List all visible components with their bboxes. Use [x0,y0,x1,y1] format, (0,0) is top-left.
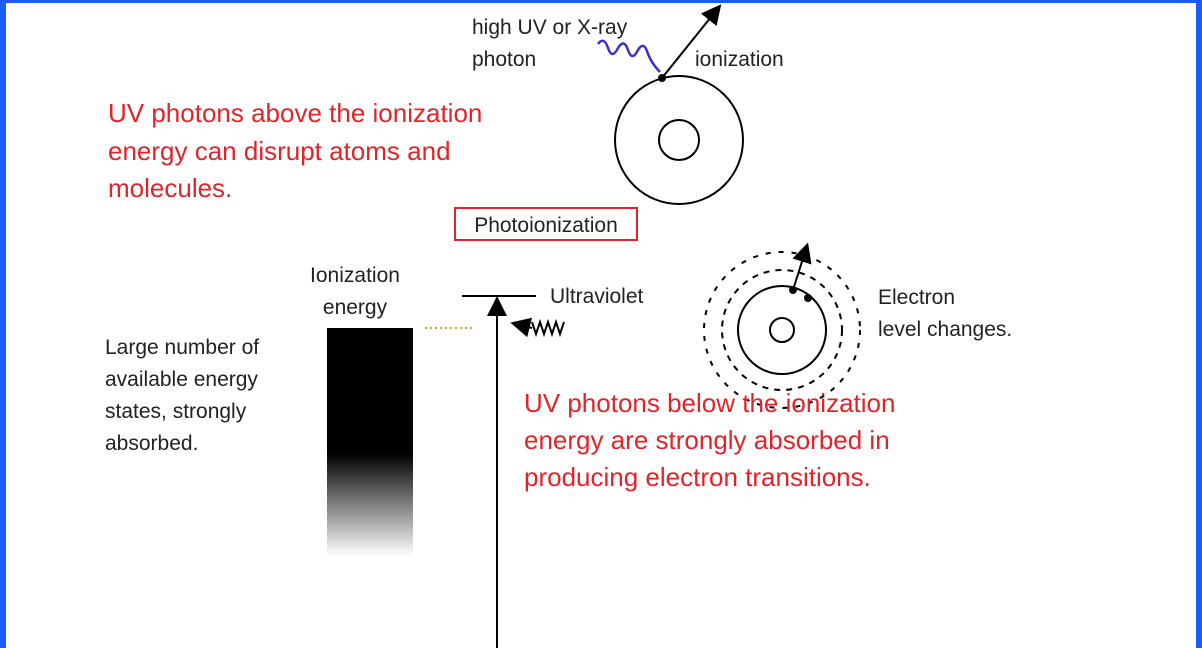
text: UV photons below the ionization [524,388,895,418]
label: ionization [695,48,784,71]
arrow [792,242,812,291]
label: Electron [878,286,955,309]
label: high UV or X-ray [472,16,628,39]
left-border [0,0,6,648]
text: absorbed. [105,432,198,455]
orbit [721,269,843,391]
text: UV photons above the ionization [108,98,482,128]
text: available energy [105,368,258,391]
box-label: Photoionization [474,214,618,237]
arrow [510,317,533,338]
orbit [614,75,744,205]
text: energy are strongly absorbed in [524,425,890,455]
top-border [0,0,1202,3]
text: producing electron transitions. [524,462,871,492]
text: states, strongly [105,400,247,423]
nucleus [658,119,700,161]
orbit [703,251,861,409]
electron [804,294,812,302]
arrow [661,4,722,79]
box [454,207,638,241]
nucleus [769,317,795,343]
orbit [737,285,827,375]
text: Large number of [105,336,259,359]
label: level changes. [878,318,1012,341]
text: molecules. [108,173,232,203]
energy-band [327,328,413,556]
label: Ultraviolet [550,285,644,308]
label: energy [323,296,388,319]
uv-wave [531,318,565,338]
text: energy can disrupt atoms and [108,136,451,166]
photon-wave [597,39,661,73]
label: photon [472,48,536,71]
label: Ionization [310,264,400,287]
right-border [1196,0,1202,648]
